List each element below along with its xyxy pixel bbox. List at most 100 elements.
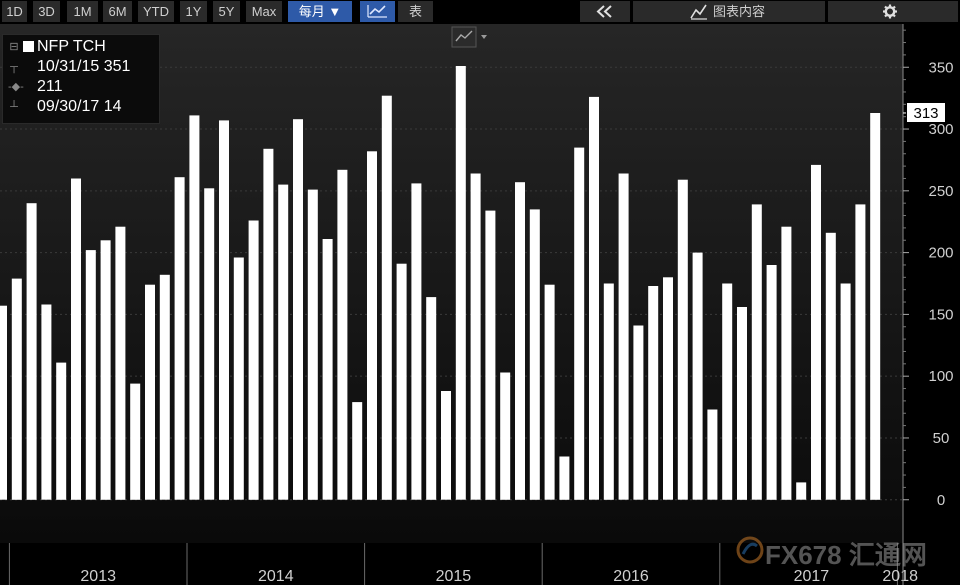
period-1d-button[interactable]: 1D (2, 1, 27, 22)
bar (337, 169, 348, 500)
last-value-marker: 313 (906, 102, 946, 123)
bar (381, 95, 392, 500)
period-3d-button[interactable]: 3D (33, 1, 60, 22)
double-chevron-left-icon (596, 5, 612, 18)
period-ytd-button[interactable]: YTD (138, 1, 174, 22)
y-tick-label: 200 (928, 245, 953, 262)
bar (396, 263, 407, 500)
bar (100, 240, 111, 500)
y-tick-label: 350 (928, 59, 953, 76)
bar (663, 277, 673, 500)
bar (145, 284, 155, 500)
bar (11, 278, 22, 500)
bar (411, 183, 422, 500)
bar (219, 120, 229, 500)
chart-content-label: 图表内容 (713, 4, 766, 19)
legend-high-row: ┬ 10/31/15 351 (3, 57, 159, 77)
settings-button[interactable] (828, 1, 958, 22)
bar (56, 362, 67, 500)
bar (352, 402, 363, 500)
bar (589, 96, 599, 500)
bar (766, 265, 777, 500)
bar (278, 184, 289, 500)
bar (26, 203, 37, 500)
legend-collapse-icon[interactable]: ⊟ (9, 41, 19, 53)
bar (751, 204, 762, 500)
watermark-logo-icon (736, 536, 764, 564)
chart-content-button[interactable]: 图表内容 (633, 1, 825, 22)
last-marker-icon: -◆- (8, 81, 24, 93)
bar (796, 482, 807, 500)
chart-type-icon (455, 30, 473, 42)
bar (115, 226, 126, 500)
bar (233, 257, 244, 500)
bar (811, 164, 821, 500)
bar (174, 177, 185, 500)
x-tick-label: 2017 (794, 568, 830, 585)
frequency-dropdown[interactable]: 每月 ▼ (288, 1, 352, 22)
table-view-button[interactable]: 表 (398, 1, 433, 22)
bar (293, 119, 303, 500)
bar (544, 284, 555, 500)
chart-type-selector[interactable] (450, 25, 490, 49)
bar (722, 283, 733, 500)
legend-last-row: -◆- 211 (3, 77, 159, 97)
bar (455, 66, 466, 500)
bar (367, 151, 377, 500)
legend-low-value: 09/30/17 14 (37, 98, 122, 115)
bar (737, 307, 747, 500)
period-6m-button[interactable]: 6M (103, 1, 132, 22)
y-tick-label: 300 (928, 121, 953, 138)
legend-high-value: 10/31/15 351 (37, 58, 131, 75)
x-tick-label: 2014 (258, 568, 294, 585)
bar (515, 182, 525, 500)
period-5y-button[interactable]: 5Y (213, 1, 240, 22)
y-tick-label: 250 (928, 183, 953, 200)
legend-series-name: NFP TCH (37, 38, 106, 55)
x-tick-label: 2015 (436, 568, 472, 585)
bar (559, 456, 570, 500)
bar (648, 286, 659, 500)
bar (870, 113, 881, 500)
bar (0, 305, 7, 500)
bar (855, 204, 866, 500)
x-axis: 2013 2014 2015 2016 2017 2018 (8, 543, 918, 585)
chart-content-icon (690, 4, 707, 20)
bar (840, 283, 851, 500)
bar (189, 115, 200, 500)
gear-icon (883, 4, 897, 19)
period-max-button[interactable]: Max (246, 1, 282, 22)
bar (71, 178, 81, 500)
bar (41, 304, 52, 500)
x-tick-label: 2013 (80, 568, 116, 585)
chart-toolbar: 1D 3D 1M 6M YTD 1Y 5Y Max 每月 ▼ 表 图表内容 (0, 0, 960, 23)
bar (85, 250, 96, 500)
bar (204, 188, 215, 500)
bar (781, 226, 792, 500)
bar (618, 173, 629, 500)
period-1m-button[interactable]: 1M (67, 1, 98, 22)
y-tick-label: 100 (928, 368, 953, 385)
high-marker-icon: ┬ (10, 61, 18, 73)
period-1y-button[interactable]: 1Y (180, 1, 207, 22)
bar (485, 210, 496, 500)
bar (825, 232, 836, 500)
line-chart-button[interactable] (360, 1, 395, 22)
bar (307, 189, 318, 500)
bar (130, 383, 141, 500)
line-chart-icon (367, 5, 387, 18)
x-tick-label: 2016 (613, 568, 649, 585)
bar (677, 179, 688, 500)
bar (322, 239, 333, 500)
legend-series-row: ⊟ NFP TCH (3, 37, 159, 57)
low-marker-icon: ┴ (10, 101, 18, 113)
collapse-button[interactable] (580, 1, 630, 22)
bar (707, 409, 718, 500)
y-tick-label: 50 (933, 430, 950, 447)
bar (603, 283, 614, 500)
bar (441, 391, 451, 500)
bar (692, 252, 703, 500)
bar (529, 209, 540, 500)
legend[interactable]: ⊟ NFP TCH ┬ 10/31/15 351 -◆- 211 ┴ 09/30… (2, 34, 160, 124)
y-axis: 0 50 100 150 200 250 300 350 (903, 29, 954, 509)
